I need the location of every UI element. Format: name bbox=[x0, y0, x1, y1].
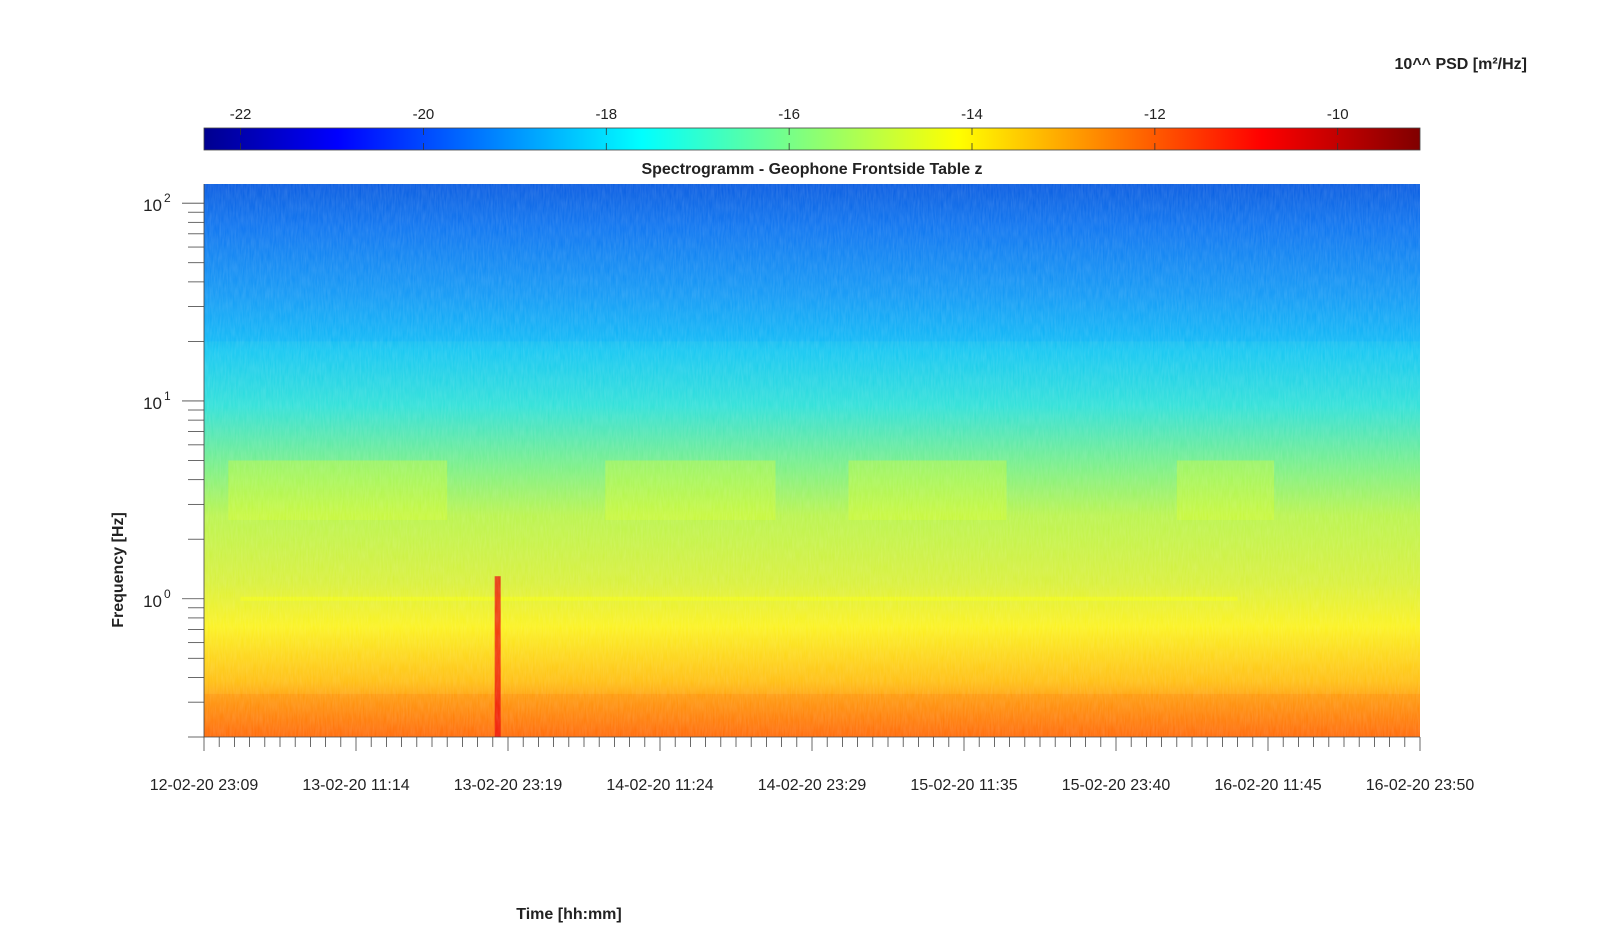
x-tick-label: 15-02-20 11:35 bbox=[910, 777, 1017, 794]
x-axis-ticks: 12-02-20 23:09 13-02-20 11:14 13-02-20 23:… bbox=[150, 737, 1475, 794]
x-axis-label: Time [hh:mm] bbox=[516, 906, 621, 923]
plot-area: 12-02-20 23:09 13-02-20 11:14 13-02-20 23:… bbox=[143, 184, 1474, 794]
colorbar-gradient bbox=[203, 127, 1421, 151]
colorbar-tick-label: -10 bbox=[1327, 106, 1349, 123]
y-axis-label: Frequency [Hz] bbox=[110, 512, 127, 628]
x-tick-label: 13-02-20 11:14 bbox=[302, 777, 409, 794]
y-tick-label: 10 bbox=[143, 592, 162, 611]
y-tick-label: 10 bbox=[143, 394, 162, 413]
x-tick-label: 14-02-20 11:24 bbox=[606, 777, 713, 794]
colorbar-tick-label: -22 bbox=[230, 106, 252, 123]
spectrogram-grain bbox=[204, 184, 1420, 737]
x-tick-label: 16-02-20 23:50 bbox=[1366, 777, 1475, 794]
colorbar: -22 -20 -18 -16 -14 -12 -10 bbox=[203, 106, 1421, 151]
x-tick-label: 16-02-20 11:45 bbox=[1214, 777, 1321, 794]
x-tick-label: 14-02-20 23:29 bbox=[758, 777, 867, 794]
colorbar-tick-label: -20 bbox=[413, 106, 435, 123]
colorbar-label: 10^^ PSD [m²/Hz] bbox=[1395, 56, 1527, 73]
x-tick-label: 12-02-20 23:09 bbox=[150, 777, 259, 794]
colorbar-tick-label: -14 bbox=[961, 106, 983, 123]
y-tick-exponent: 1 bbox=[164, 389, 171, 403]
y-tick-label: 10 bbox=[143, 196, 162, 215]
colorbar-ticks: -22 -20 -18 -16 -14 -12 -10 bbox=[230, 106, 1349, 150]
colorbar-tick-label: -12 bbox=[1144, 106, 1166, 123]
colorbar-tick-label: -16 bbox=[778, 106, 800, 123]
chart-title: Spectrogramm - Geophone Frontside Table … bbox=[641, 161, 982, 178]
y-tick-exponent: 0 bbox=[164, 587, 171, 601]
x-tick-label: 13-02-20 23:19 bbox=[454, 777, 563, 794]
x-tick-label: 15-02-20 23:40 bbox=[1062, 777, 1171, 794]
y-tick-exponent: 2 bbox=[164, 191, 171, 205]
colorbar-tick-label: -18 bbox=[595, 106, 617, 123]
